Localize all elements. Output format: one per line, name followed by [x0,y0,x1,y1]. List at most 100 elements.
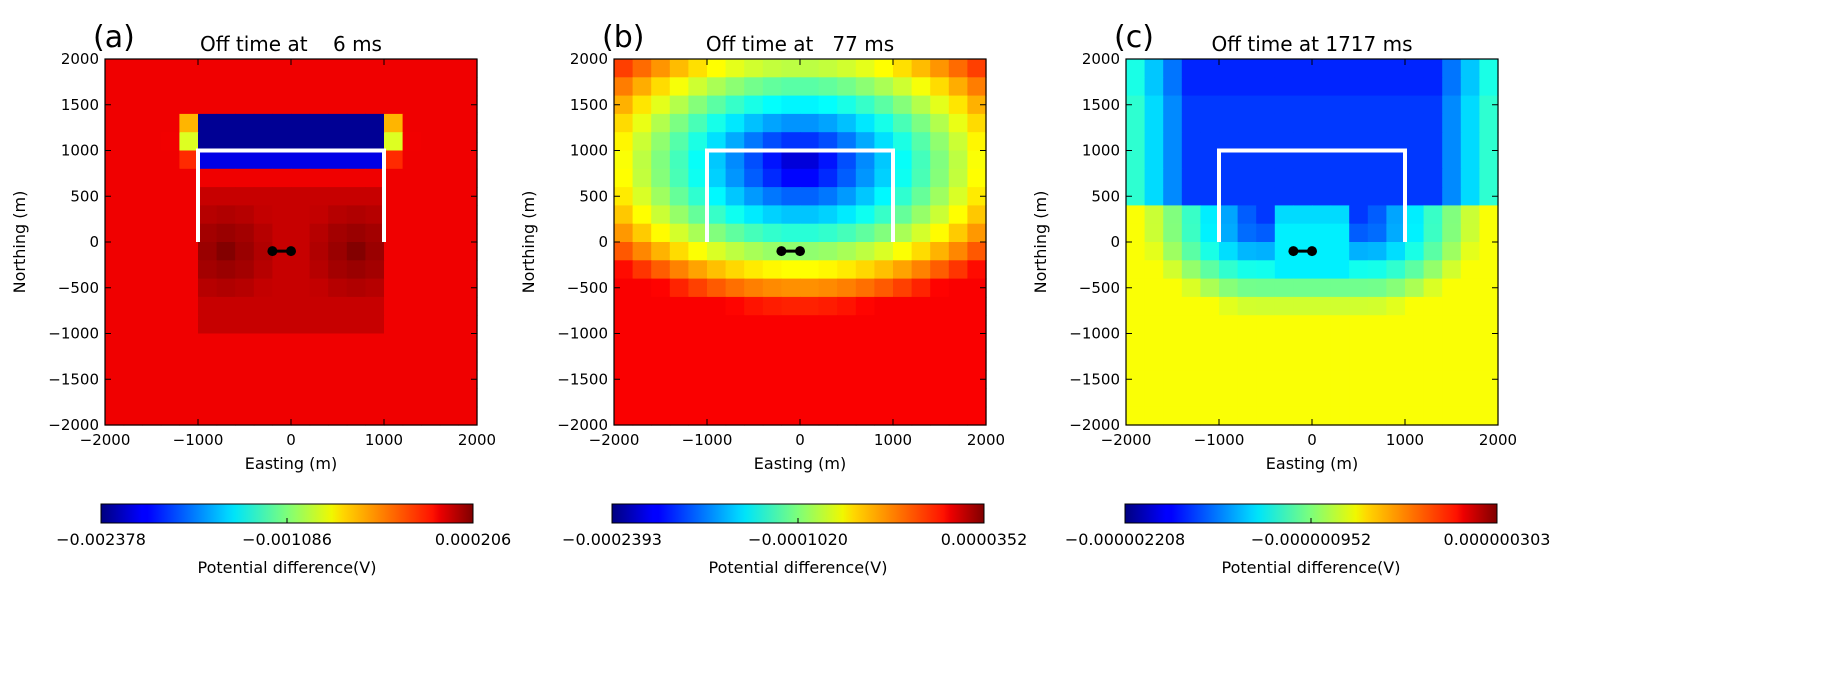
heatmap-cell [818,223,838,243]
heatmap-cell [967,132,987,152]
heatmap-cell [632,95,652,115]
heatmap-cell [1293,333,1313,353]
heatmap-cell [179,406,199,426]
heatmap-cell [1479,370,1499,389]
heatmap-cell [328,296,348,316]
heatmap-cell [179,296,199,316]
heatmap-cell [235,168,255,188]
heatmap-cell [458,333,478,353]
heatmap-cell [105,242,125,261]
heatmap-cell [893,132,913,152]
heatmap-cell [1479,205,1499,225]
heatmap-cell [179,168,199,188]
heatmap-cell [421,351,441,371]
heatmap-cell [1144,168,1164,188]
heatmap-cell [439,260,459,280]
heatmap-cell [1237,168,1257,188]
heatmap-cell [874,333,894,353]
heatmap-cell [725,260,745,280]
panel-label: (c) [1114,20,1154,55]
heatmap-cell [781,260,801,280]
heatmap-cell [309,333,329,353]
heatmap-cell [216,59,236,78]
heatmap-cell [1460,260,1480,280]
heatmap-cell [272,370,292,389]
heatmap-cell [1405,388,1425,408]
heatmap-cell [1442,351,1462,371]
heatmap-cell [105,205,125,225]
heatmap-cell [439,406,459,426]
heatmap-cell [1163,132,1183,152]
heatmap-cell [272,333,292,353]
heatmap-cell [1423,223,1443,243]
heatmap-cell [365,223,385,243]
heatmap-cell [707,77,727,97]
heatmap-cell [235,278,255,298]
heatmap-cell [328,95,348,115]
heatmap-cell [365,333,385,353]
heatmap-cell [1312,370,1332,389]
heatmap-cell [893,113,913,133]
heatmap-cell [1144,113,1164,133]
heatmap-cell [855,370,875,389]
heatmap-cell [1405,351,1425,371]
heatmap-cell [837,315,857,335]
heatmap-cell [1330,388,1350,408]
heatmap-cell [1256,388,1276,408]
heatmap-cell [384,315,404,335]
heatmap-cell [1442,388,1462,408]
heatmap-cell [651,113,671,133]
x-tick-label: −1000 [682,431,733,449]
heatmap-cell [911,132,931,152]
heatmap-cell [421,406,441,426]
heatmap-cell [967,205,987,225]
heatmap-cell [309,113,329,133]
heatmap-cell [1386,333,1406,353]
heatmap-cell [967,333,987,353]
heatmap-cell [967,296,987,316]
heatmap-cell [1293,296,1313,316]
heatmap-cell [744,315,764,335]
heatmap-cell [253,187,273,206]
colorbar-label: Potential difference(V) [709,558,888,577]
colorbar-tick-label: −0.001086 [242,530,332,549]
heatmap-cell [632,388,652,408]
heatmap-cell [818,333,838,353]
heatmap-cell [309,59,329,78]
heatmap-cell [402,150,422,170]
heatmap-cell [930,113,950,133]
heatmap-cell [948,260,968,280]
heatmap-cell [744,351,764,371]
heatmap-cell [1330,278,1350,298]
heatmap-cell [1274,351,1294,371]
heatmap-cell [1256,59,1276,78]
y-tick-label: 1500 [570,96,608,114]
heatmap-cell [272,132,292,152]
heatmap-cell [291,95,311,115]
heatmap-cell [725,95,745,115]
heatmap-cell [1479,168,1499,188]
heatmap-cell [855,77,875,97]
y-tick-label: 2000 [1082,50,1120,68]
heatmap-cell [1256,132,1276,152]
heatmap-cell [669,150,689,170]
heatmap-cell [800,351,820,371]
heatmap-cell [669,296,689,316]
heatmap-cell [328,223,348,243]
heatmap-cell [1200,187,1220,206]
heatmap-cell [235,315,255,335]
heatmap-cell [800,59,820,78]
heatmap-cell [105,333,125,353]
heatmap-cell [291,223,311,243]
heatmap-cell [725,296,745,316]
heatmap-cell [762,370,782,389]
heatmap-cell [893,95,913,115]
heatmap-cell [1367,187,1387,206]
heatmap-cell [893,187,913,206]
heatmap-cell [800,205,820,225]
heatmap-cell [216,296,236,316]
heatmap-cell [439,59,459,78]
heatmap-cell [365,150,385,170]
heatmap-cell [1274,223,1294,243]
heatmap-cell [1423,351,1443,371]
